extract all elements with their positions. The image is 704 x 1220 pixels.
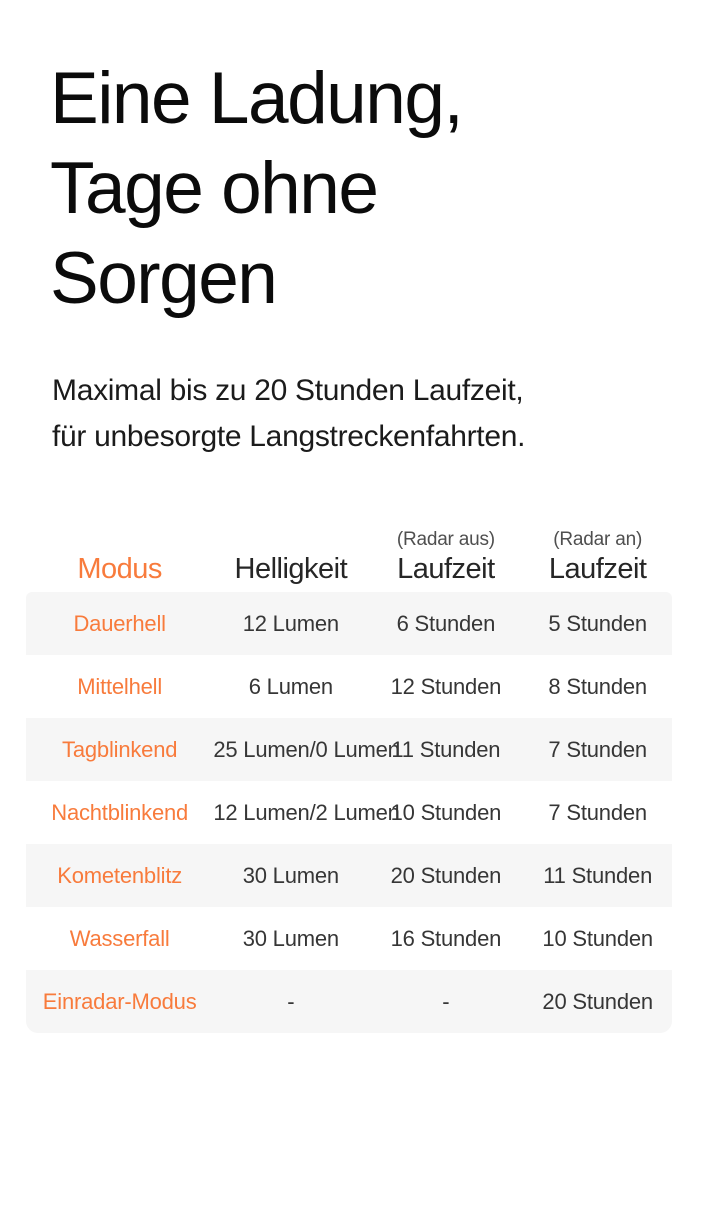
table-row: Tagblinkend 25 Lumen/0 Lumen 11 Stunden …	[26, 718, 672, 781]
mode-cell: Mittelhell	[77, 673, 163, 699]
column-label: Modus	[77, 553, 162, 585]
runtime-radar-off-cell: 11 Stunden	[391, 736, 501, 762]
mode-cell: Einradar-Modus	[42, 988, 197, 1014]
mode-cell: Kometenblitz	[57, 862, 183, 888]
runtime-radar-off-cell: 20 Stunden	[390, 862, 502, 888]
column-header-modus: Modus	[26, 552, 213, 586]
runtime-radar-off-cell: 10 Stunden	[390, 799, 502, 825]
brightness-cell: 12 Lumen/2 Lumen	[213, 799, 400, 825]
runtime-radar-off-cell: 12 Stunden	[390, 673, 502, 699]
column-header-helligkeit: Helligkeit	[213, 552, 368, 586]
mode-cell: Nachtblinkend	[51, 799, 189, 825]
mode-cell: Tagblinkend	[62, 736, 178, 762]
mode-cell: Wasserfall	[69, 925, 170, 951]
column-sublabel: (Radar aus)	[396, 529, 495, 550]
table-row: Nachtblinkend 12 Lumen/2 Lumen 10 Stunde…	[26, 781, 672, 844]
page-subtitle-line: für unbesorgte Langstreckenfahrten.	[52, 420, 526, 453]
runtime-radar-on-cell: 5 Stunden	[548, 610, 647, 636]
column-sublabel: (Radar an)	[553, 529, 643, 550]
table-row: Dauerhell 12 Lumen 6 Stunden 5 Stunden	[26, 592, 672, 655]
brightness-cell: -	[287, 988, 295, 1014]
table-row: Einradar-Modus - - 20 Stunden	[26, 970, 672, 1033]
page-subtitle-line: Maximal bis zu 20 Stunden Laufzeit,	[52, 374, 524, 407]
column-label: Laufzeit	[397, 553, 495, 585]
table-row: Wasserfall 30 Lumen 16 Stunden 10 Stunde…	[26, 907, 672, 970]
mode-cell: Dauerhell	[73, 610, 166, 636]
page-title-line: Tage ohne	[50, 148, 379, 229]
column-label: Laufzeit	[548, 553, 647, 585]
table-header-row: Modus Helligkeit (Radar aus) Laufzeit (R…	[26, 522, 672, 592]
brightness-cell: 12 Lumen	[242, 610, 339, 636]
table-row: Kometenblitz 30 Lumen 20 Stunden 11 Stun…	[26, 844, 672, 907]
runtime-radar-off-cell: -	[442, 988, 450, 1014]
runtime-radar-off-cell: 6 Stunden	[396, 610, 496, 636]
runtime-radar-on-cell: 7 Stunden	[548, 736, 647, 762]
page-title-line: Eine Ladung,	[50, 58, 464, 139]
runtime-radar-off-cell: 16 Stunden	[390, 925, 502, 951]
runtime-radar-on-cell: 20 Stunden	[542, 988, 653, 1014]
table-body: Dauerhell 12 Lumen 6 Stunden 5 Stunden M…	[26, 592, 672, 1033]
column-header-laufzeit-radar-aus: (Radar aus) Laufzeit	[368, 528, 523, 586]
page-title: Eine Ladung, Tage ohne Sorgen	[50, 54, 670, 324]
brightness-cell: 25 Lumen/0 Lumen	[213, 736, 400, 762]
hero-section: Eine Ladung, Tage ohne Sorgen Maximal bi…	[50, 54, 670, 453]
column-label: Helligkeit	[234, 553, 348, 585]
runtime-spec-table: Modus Helligkeit (Radar aus) Laufzeit (R…	[26, 522, 672, 1033]
column-header-laufzeit-radar-an: (Radar an) Laufzeit	[523, 528, 672, 586]
runtime-radar-on-cell: 8 Stunden	[548, 673, 647, 699]
runtime-radar-on-cell: 7 Stunden	[548, 799, 647, 825]
runtime-radar-on-cell: 11 Stunden	[543, 862, 653, 888]
table-row: Mittelhell 6 Lumen 12 Stunden 8 Stunden	[26, 655, 672, 718]
brightness-cell: 30 Lumen	[242, 862, 339, 888]
brightness-cell: 30 Lumen	[242, 925, 339, 951]
page-title-line: Sorgen	[50, 238, 278, 319]
page-subtitle: Maximal bis zu 20 Stunden Laufzeit, für …	[52, 368, 525, 460]
runtime-radar-on-cell: 10 Stunden	[542, 925, 653, 951]
brightness-cell: 6 Lumen	[248, 673, 333, 699]
